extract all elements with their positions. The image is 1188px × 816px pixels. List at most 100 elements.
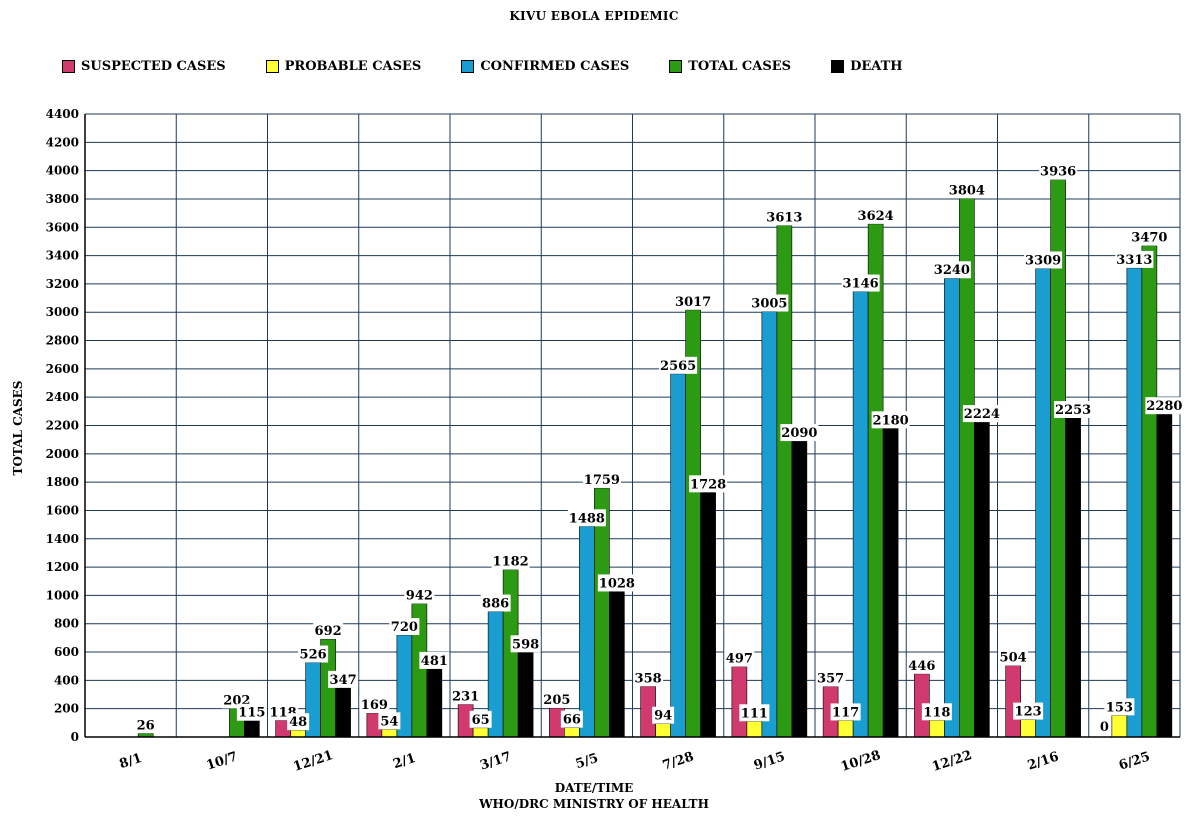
bar-total-cases	[959, 198, 975, 738]
y-tick-label: 3000	[46, 305, 79, 319]
y-tick-label: 1800	[46, 475, 79, 489]
data-label-bg	[815, 669, 846, 687]
bar-confirmed-cases	[1126, 267, 1143, 738]
y-tick-label: 2000	[46, 447, 79, 461]
data-label: 526	[300, 648, 327, 663]
data-label-bg	[313, 622, 344, 640]
bar-probable-cases	[472, 727, 489, 738]
data-label-bg	[856, 206, 895, 224]
bar-death	[335, 687, 351, 738]
bar-death	[609, 591, 625, 738]
bar-suspected-cases	[731, 666, 748, 738]
data-label-bg	[541, 690, 572, 708]
bar-death	[974, 421, 990, 738]
legend-swatch-confirmed	[461, 60, 475, 73]
y-tick-label: 0	[71, 730, 79, 744]
data-label: 3804	[949, 183, 985, 198]
bar-death	[791, 440, 808, 738]
data-label-bg	[659, 356, 698, 374]
data-label-bg	[1024, 251, 1063, 269]
legend-item-total: TOTAL CASES	[669, 59, 791, 74]
data-label: 117	[832, 705, 859, 720]
data-label-bg	[633, 669, 664, 687]
y-tick-label: 3600	[46, 220, 79, 234]
data-label-bg	[582, 470, 621, 488]
y-tick-label: 2200	[46, 419, 79, 433]
bar-death	[1156, 413, 1173, 738]
data-label-bg	[450, 687, 481, 705]
data-label: 481	[421, 654, 448, 669]
data-label: 1488	[569, 511, 605, 526]
data-label-bg	[510, 635, 541, 653]
data-label-bg	[921, 703, 952, 721]
legend-swatch-total	[669, 60, 683, 73]
x-tick-label: 5/5	[574, 751, 600, 772]
bar-probable-cases	[290, 729, 306, 738]
bar-death	[1065, 417, 1081, 738]
data-label: 3309	[1025, 253, 1061, 268]
data-label: 115	[238, 706, 265, 721]
legend-item-suspected: SUSPECTED CASES	[62, 59, 226, 74]
data-label-bg	[932, 261, 971, 279]
data-label: 2090	[781, 426, 817, 441]
y-tick-label: 2800	[46, 334, 79, 348]
data-label: 3146	[843, 277, 879, 292]
data-label: 169	[361, 698, 388, 713]
data-label: 26	[137, 718, 155, 733]
y-tick-label: 3200	[46, 277, 79, 291]
data-label: 1728	[690, 477, 726, 492]
y-tick-label: 800	[54, 617, 79, 631]
bar-confirmed-cases	[1035, 268, 1051, 738]
chart-title: KIVU EBOLA EPIDEMIC	[509, 9, 679, 23]
data-label-bg	[1115, 250, 1154, 268]
data-label-bg	[567, 509, 606, 527]
data-label: 2224	[964, 407, 1000, 422]
legend-item-confirmed: CONFIRMED CASES	[461, 59, 629, 74]
legend-label-death: DEATH	[850, 59, 903, 74]
bar-death	[700, 492, 716, 738]
axes: 0 200 400 600 800 1000 1200 1400 1600 1800 2000 220…	[46, 107, 1180, 775]
x-tick-label: 2/1	[391, 751, 417, 772]
data-label: 358	[635, 671, 662, 686]
x-tick-label: 9/15	[752, 749, 787, 773]
bar-total-cases	[867, 223, 884, 738]
y-tick-label: 4200	[46, 135, 79, 149]
data-label-bg	[1054, 400, 1093, 418]
y-tick-label: 400	[54, 673, 79, 687]
bar-death	[244, 720, 260, 738]
data-label-bg	[389, 618, 420, 636]
x-tick-label: 12/21	[291, 748, 335, 775]
bars	[137, 179, 1173, 738]
x-tick-label: 10/7	[205, 749, 240, 773]
data-label: 118	[923, 705, 950, 720]
bar-death	[426, 668, 443, 738]
bar-probable-cases	[381, 729, 398, 738]
data-label-bg	[1013, 702, 1044, 720]
bar-death	[517, 652, 534, 738]
data-label-bg	[298, 645, 329, 663]
data-label: 1028	[599, 576, 635, 591]
data-label-bg	[780, 424, 819, 442]
data-label: 1759	[584, 473, 620, 488]
data-label-bg	[906, 656, 937, 674]
data-label: 3313	[1116, 253, 1152, 268]
data-label: 3470	[1131, 231, 1167, 246]
data-label: 2253	[1055, 403, 1091, 418]
bar-probable-cases	[1020, 719, 1036, 738]
data-label: 942	[406, 589, 433, 604]
data-label-bg	[750, 294, 789, 312]
data-label-bg	[480, 594, 511, 612]
legend-item-death: DEATH	[831, 59, 903, 74]
y-tick-label: 3800	[46, 192, 79, 206]
data-label-bg	[419, 651, 450, 669]
data-label-bg	[1039, 162, 1078, 180]
bar-confirmed-cases	[670, 373, 686, 738]
data-label: 720	[391, 620, 418, 635]
data-label-bg	[1097, 718, 1112, 735]
data-label: 2565	[660, 359, 696, 374]
y-tick-label: 1000	[46, 588, 79, 602]
data-label-bg	[947, 181, 986, 199]
bar-confirmed-cases	[852, 291, 869, 738]
bar-death	[882, 428, 899, 738]
grid-lines	[84, 113, 1181, 738]
